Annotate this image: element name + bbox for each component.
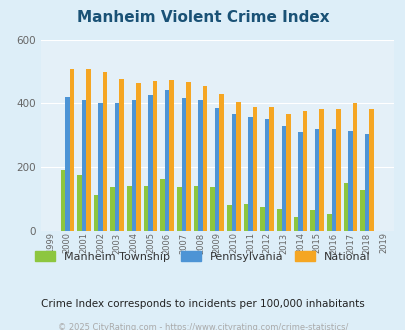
- Bar: [185, 82, 190, 231]
- Bar: [302, 112, 307, 231]
- Bar: [298, 132, 302, 231]
- Bar: [198, 100, 202, 231]
- Bar: [152, 81, 157, 231]
- Bar: [248, 117, 252, 231]
- Bar: [193, 186, 198, 231]
- Bar: [260, 207, 264, 231]
- Bar: [281, 126, 286, 231]
- Bar: [319, 109, 323, 231]
- Bar: [231, 114, 236, 231]
- Bar: [164, 90, 169, 231]
- Bar: [143, 186, 148, 231]
- Bar: [169, 80, 174, 231]
- Bar: [127, 186, 131, 231]
- Bar: [360, 190, 364, 231]
- Bar: [226, 205, 231, 231]
- Bar: [243, 204, 248, 231]
- Bar: [210, 187, 214, 231]
- Bar: [331, 129, 335, 231]
- Bar: [60, 170, 65, 231]
- Bar: [160, 179, 164, 231]
- Bar: [119, 80, 124, 231]
- Bar: [369, 109, 373, 231]
- Bar: [343, 182, 347, 231]
- Bar: [177, 187, 181, 231]
- Text: Manheim Violent Crime Index: Manheim Violent Crime Index: [77, 10, 328, 25]
- Bar: [102, 73, 107, 231]
- Bar: [98, 103, 102, 231]
- Bar: [286, 114, 290, 231]
- Bar: [264, 119, 269, 231]
- Legend: Manheim Township, Pennsylvania, National: Manheim Township, Pennsylvania, National: [31, 247, 374, 267]
- Bar: [131, 100, 136, 231]
- Bar: [69, 69, 74, 231]
- Bar: [65, 97, 69, 231]
- Bar: [202, 86, 207, 231]
- Bar: [86, 69, 90, 231]
- Bar: [81, 100, 86, 231]
- Bar: [148, 95, 152, 231]
- Text: Crime Index corresponds to incidents per 100,000 inhabitants: Crime Index corresponds to incidents per…: [41, 299, 364, 309]
- Text: © 2025 CityRating.com - https://www.cityrating.com/crime-statistics/: © 2025 CityRating.com - https://www.city…: [58, 323, 347, 330]
- Bar: [347, 131, 352, 231]
- Bar: [293, 216, 298, 231]
- Bar: [326, 214, 331, 231]
- Bar: [110, 187, 115, 231]
- Bar: [269, 107, 273, 231]
- Bar: [77, 175, 81, 231]
- Bar: [314, 129, 319, 231]
- Bar: [364, 134, 369, 231]
- Bar: [252, 107, 257, 231]
- Bar: [94, 195, 98, 231]
- Bar: [335, 109, 340, 231]
- Bar: [310, 210, 314, 231]
- Bar: [115, 103, 119, 231]
- Bar: [136, 83, 140, 231]
- Bar: [219, 94, 224, 231]
- Bar: [277, 209, 281, 231]
- Bar: [352, 103, 356, 231]
- Bar: [214, 108, 219, 231]
- Bar: [181, 98, 185, 231]
- Bar: [236, 102, 240, 231]
